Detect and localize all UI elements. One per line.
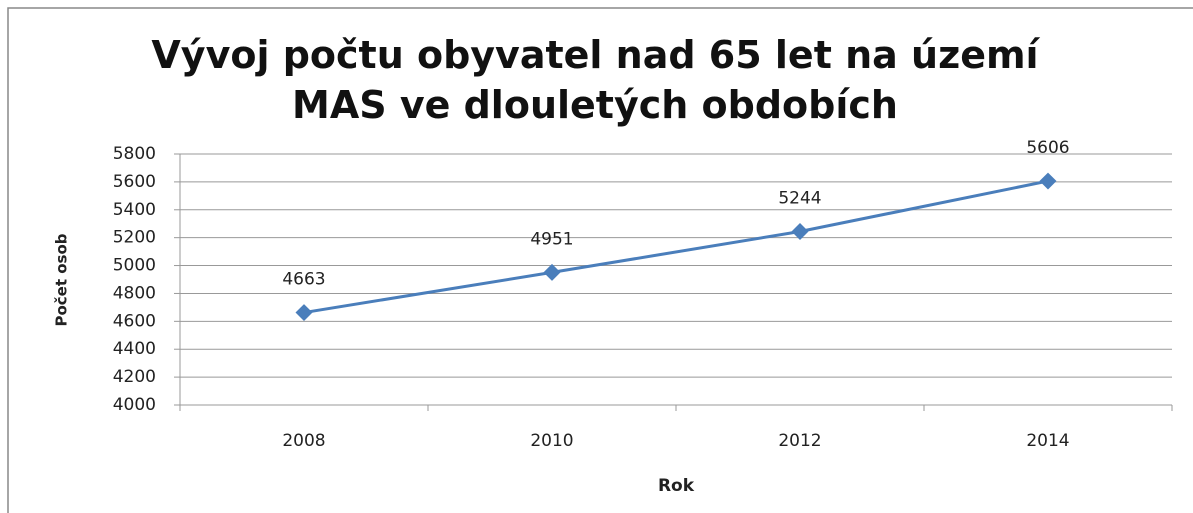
data-label: 4663 xyxy=(282,270,325,290)
line xyxy=(303,179,1049,315)
y-tick-label: 5400 xyxy=(113,200,156,220)
y-axis-label: Počet osob xyxy=(53,233,71,326)
x-tick-label: 2014 xyxy=(1026,431,1069,451)
marker xyxy=(791,223,809,241)
y-tick-label: 5600 xyxy=(113,172,156,192)
y-tick-label: 4800 xyxy=(113,283,156,303)
y-tick-label: 4000 xyxy=(113,395,156,415)
data-label: 5244 xyxy=(778,189,821,209)
x-tick-label: 2008 xyxy=(282,431,325,451)
y-tick-label: 5200 xyxy=(113,228,156,248)
chart-title: Vývoj počtu obyvatel nad 65 let na území… xyxy=(151,33,1039,127)
y-tick-label: 4400 xyxy=(113,339,156,359)
x-tick-label: 2012 xyxy=(778,431,821,451)
y-tick-label: 5000 xyxy=(113,256,156,276)
data-label: 4951 xyxy=(530,229,573,249)
marker xyxy=(1039,172,1057,190)
y-tick-label: 5800 xyxy=(113,144,156,164)
y-tick-label: 4200 xyxy=(113,367,156,387)
x-tick-label: 2010 xyxy=(530,431,573,451)
marker xyxy=(295,304,313,322)
data-label: 5606 xyxy=(1026,138,1069,158)
x-axis-label: Rok xyxy=(658,476,695,496)
y-tick-label: 4600 xyxy=(113,311,156,331)
chart-frame xyxy=(7,7,1193,513)
marker xyxy=(543,263,561,281)
